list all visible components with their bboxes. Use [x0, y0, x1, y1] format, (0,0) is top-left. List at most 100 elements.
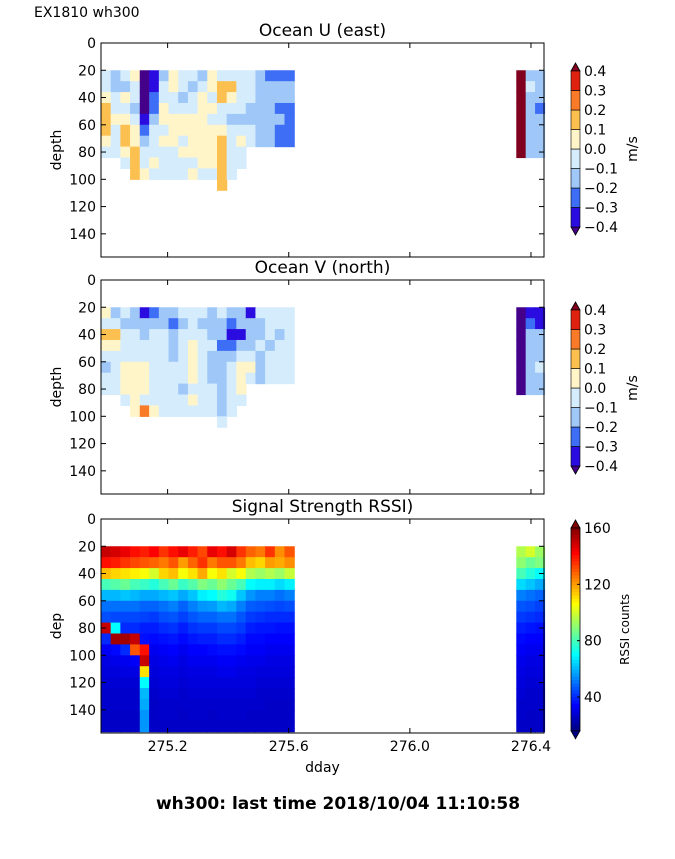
- colorbar-segment: [570, 329, 581, 350]
- colorbar-tick-label: −0.1: [584, 401, 618, 417]
- heatmap-cell: [236, 644, 247, 656]
- heatmap-cell: [139, 666, 151, 678]
- heatmap-cell: [216, 307, 228, 319]
- heatmap-cell: [274, 135, 286, 148]
- heatmap-cell: [149, 709, 160, 722]
- heatmap-cell: [525, 546, 536, 558]
- heatmap-cell: [130, 578, 141, 591]
- heatmap-cell: [139, 644, 151, 656]
- heatmap-cell: [284, 92, 295, 104]
- heatmap-cell: [525, 720, 536, 733]
- heatmap-cell: [101, 102, 112, 115]
- heatmap-cell: [130, 589, 141, 602]
- colorbar-gradient-step: [571, 653, 580, 657]
- corner-label: EX1810 wh300: [34, 5, 140, 21]
- heatmap-cell: [265, 677, 276, 689]
- heatmap-cell: [265, 666, 276, 678]
- colorbar-gradient-step: [571, 571, 580, 576]
- y-tick-label: 60: [78, 355, 96, 371]
- heatmap-cell: [149, 720, 160, 733]
- colorbar-gradient-step: [571, 605, 580, 610]
- heatmap-cell: [274, 622, 286, 635]
- heatmap-cell: [535, 644, 546, 656]
- heatmap-cell: [226, 102, 237, 115]
- heatmap-cell: [178, 124, 189, 137]
- colorbar-gradient-step: [571, 649, 580, 654]
- y-tick-label: 20: [78, 63, 96, 79]
- heatmap-cell: [236, 557, 247, 569]
- heatmap-cell: [139, 92, 151, 104]
- heatmap-cell: [245, 372, 257, 385]
- heatmap-cell: [535, 350, 546, 363]
- heatmap-cell: [216, 124, 228, 137]
- heatmap-cell: [255, 720, 266, 733]
- heatmap-cell: [168, 394, 179, 406]
- heatmap-cell: [168, 557, 179, 569]
- heatmap-cell: [149, 157, 160, 169]
- heatmap-cell: [168, 698, 179, 711]
- heatmap-cell: [101, 318, 112, 330]
- heatmap-cell: [265, 698, 276, 711]
- heatmap-cell: [168, 383, 179, 396]
- heatmap-cell: [178, 633, 189, 645]
- heatmap-cell: [197, 611, 208, 624]
- heatmap-cell: [197, 329, 208, 341]
- heatmap-cell: [158, 578, 170, 591]
- heatmap-cell: [207, 644, 218, 656]
- heatmap-cell: [236, 568, 247, 580]
- heatmap-cell: [284, 361, 295, 374]
- heatmap-cell: [525, 677, 536, 689]
- heatmap-cell: [149, 70, 160, 82]
- heatmap-cell: [516, 611, 527, 624]
- heatmap-cell: [265, 688, 276, 700]
- heatmap-cell: [535, 633, 546, 645]
- colorbar-tick-label: 0.0: [584, 142, 606, 158]
- heatmap-cell: [149, 383, 160, 396]
- heatmap-cell: [216, 157, 228, 169]
- heatmap-cell: [245, 361, 257, 374]
- colorbar-segment: [570, 348, 581, 369]
- heatmap-cell: [110, 361, 121, 374]
- heatmap-cell: [187, 329, 199, 341]
- heatmap-cell: [236, 372, 247, 385]
- y-tick-label: 80: [78, 145, 96, 161]
- y-tick-label: 0: [87, 273, 96, 289]
- heatmap-cell: [168, 578, 179, 591]
- heatmap-cell: [226, 124, 237, 137]
- panel-title: Ocean V (north): [255, 258, 391, 278]
- heatmap-cell: [178, 688, 189, 700]
- heatmap-cell: [226, 546, 237, 558]
- heatmap-cell: [226, 633, 237, 645]
- heatmap-cell: [110, 350, 121, 363]
- heatmap-cell: [130, 146, 141, 159]
- heatmap-cell: [139, 688, 151, 700]
- heatmap-cell: [207, 124, 218, 137]
- colorbar-segment: [570, 446, 581, 467]
- colorbar-gradient-step: [571, 612, 580, 617]
- heatmap-cell: [245, 633, 257, 645]
- heatmap-cell: [516, 339, 527, 352]
- heatmap-cell: [178, 339, 189, 352]
- heatmap-cell: [197, 405, 208, 417]
- heatmap-cell: [525, 329, 536, 341]
- heatmap-cell: [284, 557, 295, 569]
- heatmap-cell: [187, 720, 199, 733]
- heatmap-cell: [236, 135, 247, 148]
- heatmap-cell: [236, 394, 247, 406]
- y-tick-label: 140: [69, 227, 96, 243]
- heatmap-cell: [265, 92, 276, 104]
- heatmap-cell: [216, 589, 228, 602]
- heatmap-cell: [274, 70, 286, 82]
- heatmap-cell: [516, 644, 527, 656]
- colorbar-gradient-step: [571, 676, 580, 681]
- heatmap-cell: [236, 70, 247, 82]
- heatmap-cell: [149, 372, 160, 385]
- y-tick-label: 140: [69, 464, 96, 480]
- colorbar-gradient-step: [571, 619, 580, 624]
- heatmap-cell: [207, 168, 218, 180]
- heatmap-cell: [226, 113, 237, 126]
- heatmap-cell: [197, 113, 208, 126]
- heatmap-cell: [535, 600, 546, 613]
- heatmap-cell: [149, 698, 160, 711]
- heatmap-cell: [158, 633, 170, 645]
